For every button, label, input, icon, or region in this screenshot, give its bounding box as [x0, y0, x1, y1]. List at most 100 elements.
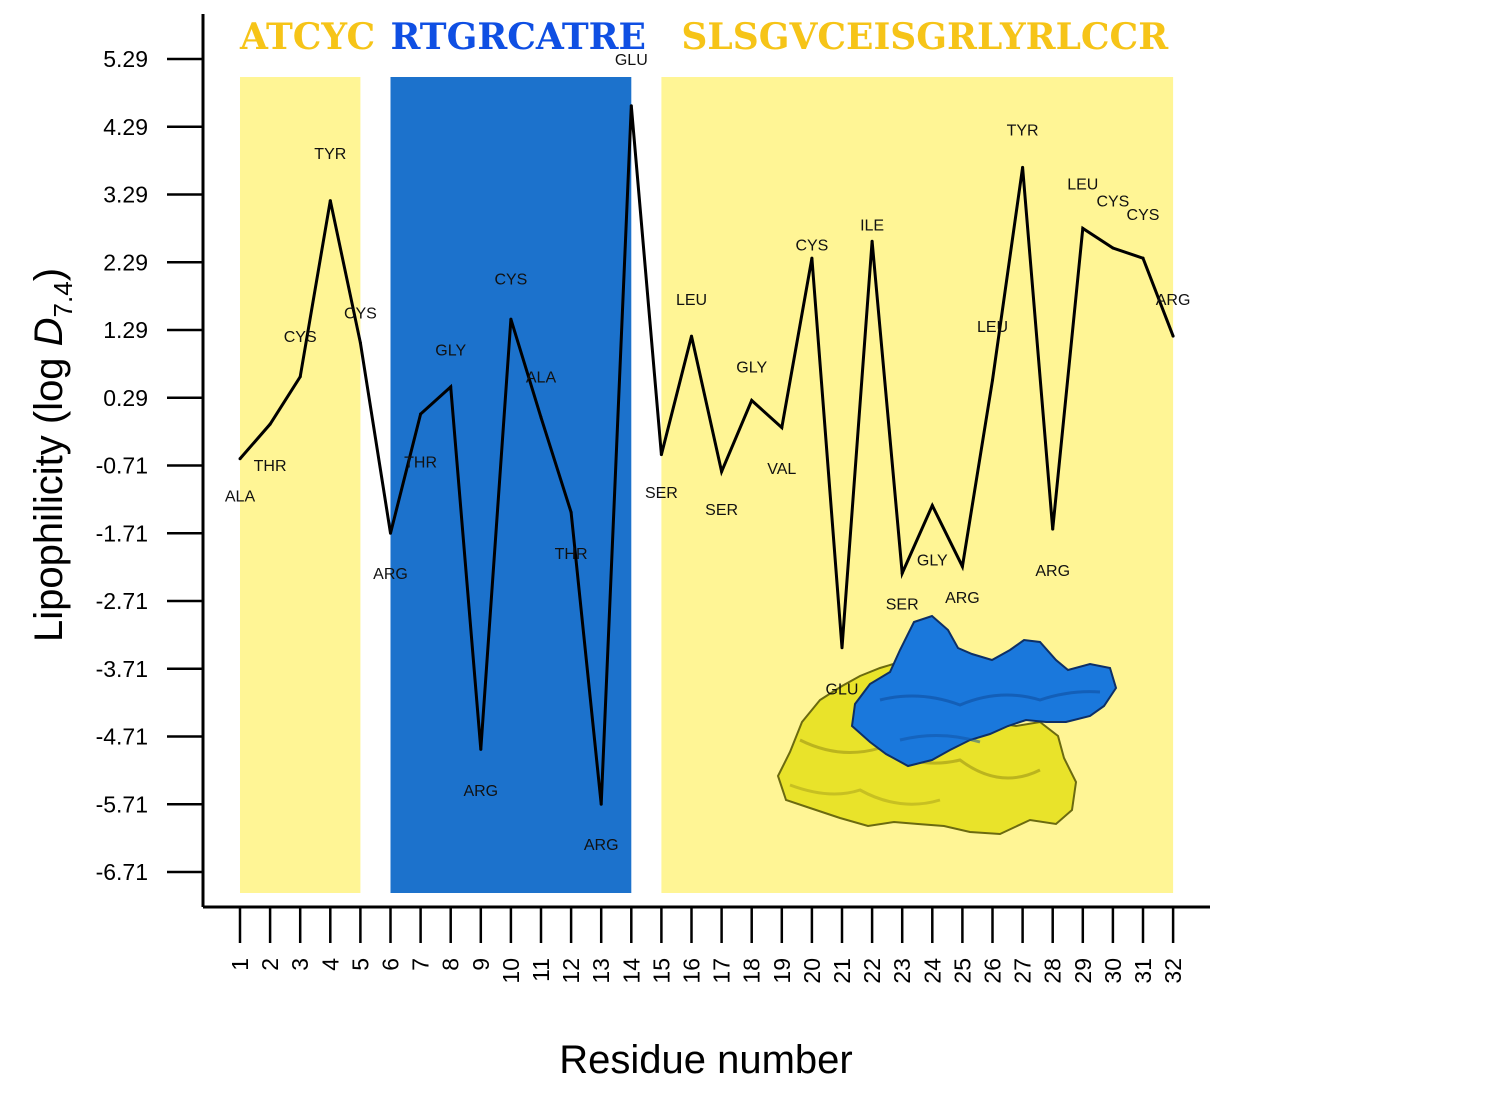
residue-label: LEU: [676, 292, 707, 309]
region-sequence-3: SLSGVCEISGRLYRLCCR: [681, 16, 1169, 58]
residue-label: SER: [886, 597, 919, 614]
data-point: [991, 378, 994, 382]
x-tick-label: 25: [949, 958, 975, 984]
x-axis-ticks: 1 2 3 4 5 6 7 8 9 10 11 12 13 14 15 16 17 18 19 20 21 22 23 24 2…: [227, 907, 1186, 984]
data-point: [238, 457, 242, 461]
series-line: [238, 105, 1175, 805]
residue-label: GLY: [435, 343, 466, 360]
y-tick-label: -2.71: [96, 588, 148, 614]
data-point: [479, 747, 483, 751]
y-axis-title-subscript: 7.4: [48, 281, 78, 317]
residue-label: ARG: [1156, 292, 1191, 309]
x-axis-title: Residue number: [559, 1038, 853, 1082]
residue-label: ARG: [373, 566, 408, 583]
x-tick-label: 10: [498, 958, 524, 984]
y-axis-ticks: 5.29 4.29 3.29 2.29 1.29 0.29 -0.71 -1.71 -2.71 -…: [96, 46, 203, 885]
residue-label: CYS: [1127, 207, 1160, 224]
residue-labels: ALA THR CYS TYR CYS ARG THR GLY ARG CYS ALA THR ARG G…: [225, 52, 1191, 854]
residue-label: LEU: [1067, 177, 1098, 194]
residue-label: SER: [705, 502, 738, 519]
y-tick-label: -0.71: [96, 453, 148, 479]
x-tick-label: 4: [317, 958, 343, 971]
data-point: [509, 317, 513, 321]
data-point: [1141, 256, 1145, 260]
x-tick-label: 20: [799, 958, 825, 984]
data-point: [629, 104, 633, 108]
x-tick-label: 2: [257, 958, 283, 971]
y-tick-label: -5.71: [96, 791, 148, 817]
data-point: [960, 564, 964, 568]
residue-label: CYS: [1096, 194, 1129, 211]
residue-label: ALA: [526, 370, 557, 387]
residue-label: SER: [645, 485, 678, 502]
data-point: [1051, 527, 1055, 531]
data-point: [810, 256, 814, 260]
sequence-headers: ATCYC RTGRCATRE SLSGVCEISGRLYRLCCR: [239, 16, 1169, 58]
residue-label: THR: [254, 458, 287, 475]
residue-label: CYS: [494, 272, 527, 289]
data-point: [389, 531, 392, 535]
residue-label: CYS: [344, 305, 377, 322]
y-tick-label: 3.29: [103, 182, 148, 208]
x-tick-label: 11: [528, 958, 554, 982]
data-point: [268, 422, 272, 426]
x-tick-label: 24: [919, 958, 945, 984]
residue-label: GLY: [736, 360, 767, 377]
data-point: [569, 510, 573, 514]
data-point: [599, 802, 603, 806]
residue-label: LEU: [977, 319, 1008, 336]
residue-label: CYS: [284, 329, 317, 346]
region-band-2: [390, 77, 632, 893]
x-tick-label: 23: [889, 958, 915, 984]
data-point: [720, 470, 724, 474]
sequence-regions: [240, 77, 1174, 893]
y-axis-title: Lipophilicity (log D7.4): [27, 268, 78, 642]
residue-label: GLU: [826, 681, 859, 698]
residue-label: THR: [404, 454, 437, 471]
x-tick-label: 7: [408, 958, 434, 971]
data-point: [449, 385, 453, 389]
x-tick-label: 13: [588, 958, 614, 984]
x-tick-label: 21: [829, 958, 855, 984]
x-tick-label: 3: [287, 958, 313, 971]
data-point: [419, 412, 423, 416]
x-tick-label: 8: [438, 958, 464, 971]
x-tick-label: 32: [1160, 958, 1186, 984]
data-point: [930, 503, 934, 507]
residue-label: THR: [555, 546, 588, 563]
x-tick-label: 22: [859, 958, 885, 984]
y-tick-label: -4.71: [96, 724, 148, 750]
x-tick-label: 26: [980, 958, 1006, 984]
residue-label: ARG: [945, 590, 980, 607]
x-tick-label: 30: [1100, 958, 1126, 984]
residue-label: ARG: [1035, 563, 1070, 580]
y-tick-label: 2.29: [103, 249, 148, 275]
x-tick-label: 9: [468, 958, 494, 971]
residue-label: GLY: [917, 553, 948, 570]
x-tick-label: 14: [618, 958, 644, 984]
data-point: [1081, 226, 1085, 230]
data-point: [358, 341, 362, 345]
x-tick-label: 15: [648, 958, 674, 984]
residue-label: GLU: [615, 52, 648, 69]
data-point: [1171, 334, 1175, 338]
x-tick-label: 31: [1130, 958, 1156, 984]
x-tick-label: 29: [1070, 958, 1096, 984]
data-point: [690, 334, 693, 338]
y-tick-label: -1.71: [96, 520, 148, 546]
axes: [201, 14, 1210, 909]
residue-label: TYR: [1007, 122, 1039, 139]
data-point: [1021, 165, 1025, 169]
data-point: [900, 571, 904, 575]
peptide-surface-image: [776, 614, 1118, 836]
data-point: [328, 199, 332, 203]
data-point: [298, 375, 302, 379]
y-tick-label: -3.71: [96, 656, 148, 682]
x-tick-label: 1: [227, 958, 253, 971]
y-tick-label: -6.71: [96, 859, 148, 885]
residue-label: CYS: [795, 238, 828, 255]
region-sequence-1: ATCYC: [239, 16, 375, 58]
y-tick-label: 5.29: [103, 46, 148, 72]
x-tick-label: 6: [378, 958, 404, 971]
